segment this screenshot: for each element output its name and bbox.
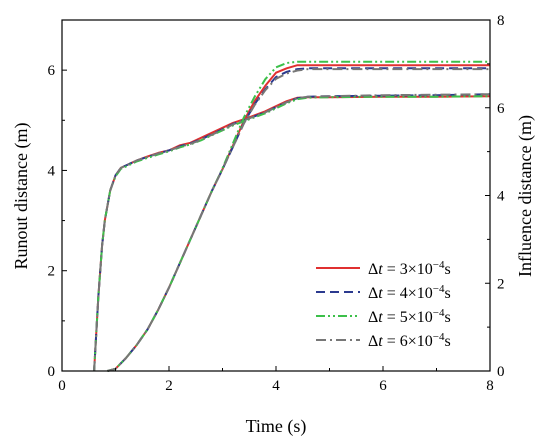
x-tick-label: 4 [272,378,280,394]
y-left-tick-label: 4 [48,163,56,179]
x-tick-label: 8 [486,378,494,394]
y-left-tick-label: 6 [48,63,56,79]
legend: Δt = 3×10−4s Δt = 4×10−4s Δt = 5×10−4s Δt =… [316,259,451,350]
legend-label-4: Δt = 6×10−4s [368,331,451,350]
legend-label-1: Δt = 3×10−4s [368,259,451,278]
y-right-tick-label: 4 [497,189,505,205]
series-2-runout-line [93,93,491,372]
y-left-tick-label: 0 [48,364,56,380]
series-3-runout-line [93,95,491,372]
series-1-runout-line [93,95,491,372]
y-left-tick-label: 2 [48,264,56,280]
y-right-tick-label: 0 [497,364,505,380]
series-4-runout-line [93,93,491,372]
series-4-influence-line [107,68,490,372]
y-axis-right-label: Influence distance (m) [515,115,536,277]
x-tick-label: 2 [165,378,173,394]
series-3-influence-line [107,60,490,372]
legend-label-3: Δt = 5×10−4s [368,307,451,326]
y-right-tick-label: 2 [497,276,505,292]
x-tick-label: 6 [379,378,387,394]
series-layer [93,60,491,372]
x-tick-label: 0 [58,378,66,394]
x-axis-label: Time (s) [246,416,307,437]
y-right-tick-label: 8 [497,13,505,29]
legend-label-2: Δt = 4×10−4s [368,283,451,302]
y-axis-left-label: Runout distance (m) [11,123,32,270]
y-right-tick-label: 6 [497,101,505,117]
